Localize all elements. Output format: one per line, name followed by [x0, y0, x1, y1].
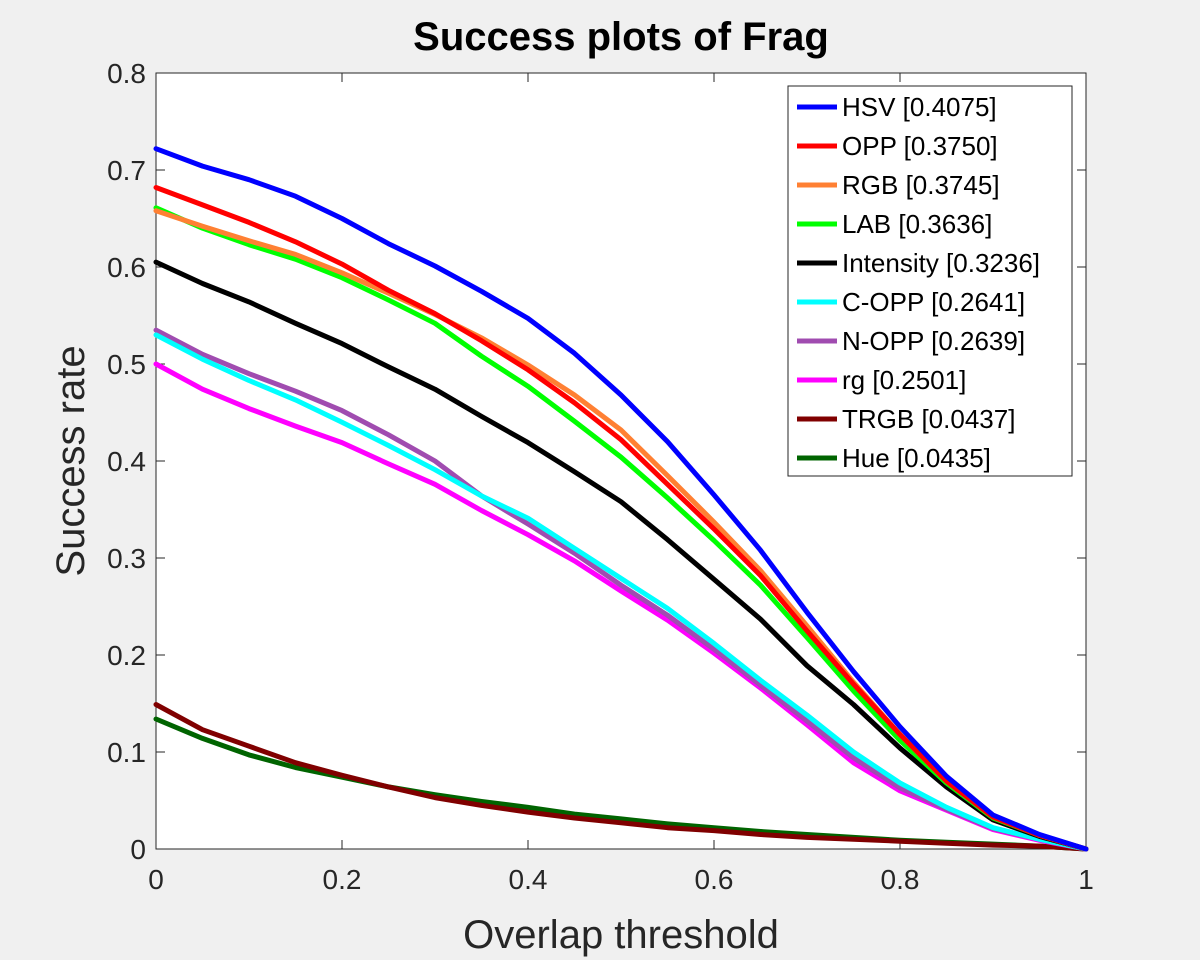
legend-entry: OPP [0.3750]: [842, 131, 998, 161]
legend-entry: RGB [0.3745]: [842, 170, 1000, 200]
legend-entry: TRGB [0.0437]: [842, 404, 1015, 434]
x-tick-label: 0.8: [881, 864, 920, 895]
legend-entry: N-OPP [0.2639]: [842, 326, 1025, 356]
legend-entry: rg [0.2501]: [842, 365, 966, 395]
legend-entry: LAB [0.3636]: [842, 209, 992, 239]
series-line-1: [153, 185, 1089, 852]
y-tick-label: 0.1: [107, 737, 146, 768]
series-line-4: [153, 259, 1089, 852]
legend: HSV [0.4075] OPP [0.3750] RGB [0.3745] LAB …: [787, 85, 1073, 477]
y-tick-label: 0.7: [107, 155, 146, 186]
chart-title: Success plots of Frag: [413, 15, 829, 59]
y-tick-label: 0.2: [107, 640, 146, 671]
y-tick-label: 0.4: [107, 446, 146, 477]
series-line-5: [153, 332, 1089, 852]
y-tick-label: 0: [130, 834, 146, 865]
y-tick-label: 0.6: [107, 252, 146, 283]
x-tick-label: 1: [1078, 864, 1094, 895]
x-tick-label: 0.6: [695, 864, 734, 895]
legend-entry: HSV [0.4075]: [842, 92, 997, 122]
legend-box: [787, 85, 1073, 477]
y-tick-label: 0.3: [107, 543, 146, 574]
y-axis: 0 0.1 0.2 0.3 0.4 0.5 0.6 0.7 0.8: [107, 58, 1086, 865]
x-axis: 0 0.2 0.4 0.6 0.8 1: [148, 73, 1094, 895]
legend-entry: Intensity [0.3236]: [842, 248, 1040, 278]
series-line-0: [153, 146, 1089, 852]
x-tick-label: 0.2: [323, 864, 362, 895]
legend-entry: C-OPP [0.2641]: [842, 287, 1025, 317]
y-tick-label: 0.5: [107, 349, 146, 380]
series-lines: [153, 146, 1089, 852]
y-axis-label: Success rate: [49, 345, 93, 576]
x-axis-label: Overlap threshold: [463, 913, 779, 957]
series-line-6: [153, 327, 1089, 852]
x-tick-label: 0.4: [509, 864, 548, 895]
y-tick-label: 0.8: [107, 58, 146, 89]
legend-entry: Hue [0.0435]: [842, 443, 991, 473]
x-tick-label: 0: [148, 864, 164, 895]
series-line-8: [153, 702, 1089, 852]
